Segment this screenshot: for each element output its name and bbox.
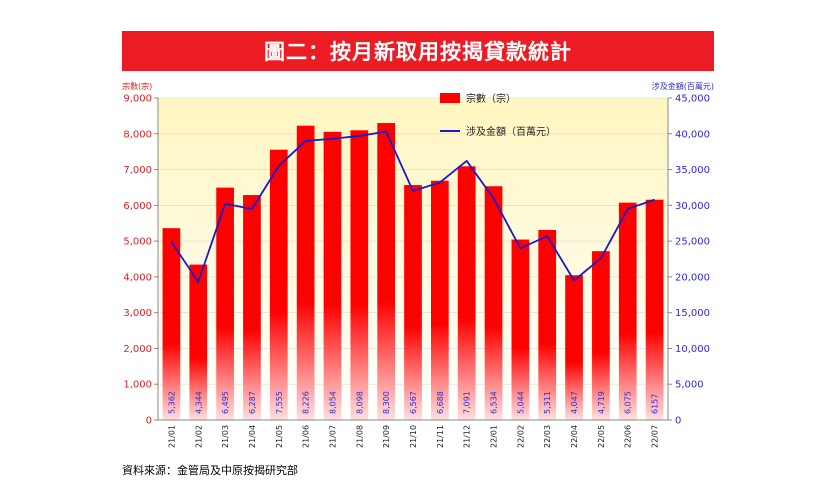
x-tick-label: 22/05 [597, 425, 606, 448]
bar-22/02 [511, 239, 530, 420]
right-tick-label: 30,000 [675, 201, 710, 212]
legend-line-label: 涉及金額（百萬元） [466, 125, 556, 138]
bar-value-label: 7,091 [463, 391, 472, 414]
left-tick-label: 3,000 [123, 308, 152, 319]
x-tick-label: 21/06 [302, 425, 311, 448]
x-tick-label: 21/02 [194, 425, 203, 448]
bar-21/02 [189, 264, 208, 420]
bar-value-label: 4,047 [570, 391, 579, 414]
bar-21/07 [323, 131, 342, 421]
right-tick-label: 35,000 [675, 165, 710, 176]
left-tick-label: 4,000 [123, 272, 152, 283]
x-tick-label: 21/10 [409, 425, 418, 448]
x-tick-label: 22/06 [624, 425, 633, 448]
x-tick-label: 22/01 [490, 425, 499, 448]
x-tick-label: 21/04 [248, 425, 257, 448]
bar-value-label: 6,688 [436, 391, 445, 414]
x-tick-label: 22/04 [570, 425, 579, 448]
right-tick-label: 45,000 [675, 94, 710, 105]
bar-value-label: 8,098 [355, 391, 364, 414]
left-tick-label: 2,000 [123, 344, 152, 355]
bar-21/05 [269, 149, 288, 420]
bar-value-label: 8,226 [302, 391, 311, 414]
bar-value-label: 8,054 [328, 391, 337, 414]
bar-21/03 [216, 187, 234, 420]
bar-21/12 [457, 166, 476, 420]
left-tick-label: 5,000 [123, 237, 152, 248]
x-tick-label: 22/02 [516, 425, 525, 448]
bar-value-label: 4,719 [597, 391, 606, 414]
bar-value-label: 7,555 [275, 391, 284, 414]
bar-21/09 [377, 123, 396, 421]
chart-title-text: 圖二：按月新取用按揭貸款統計 [264, 40, 572, 64]
bar-value-label: 5,311 [543, 391, 552, 414]
bar-value-label: 5,362 [167, 391, 176, 414]
bar-value-label: 6157 [651, 394, 660, 414]
bar-21/11 [430, 180, 449, 420]
left-tick-label: 6,000 [123, 201, 152, 212]
bar-value-label: 6,495 [221, 391, 230, 414]
x-tick-label: 21/08 [355, 425, 364, 448]
x-tick-label: 21/11 [436, 425, 445, 448]
right-tick-label: 0 [675, 416, 681, 427]
source-note: 資料來源：金管局及中原按揭研究部 [122, 464, 298, 477]
bar-22/01 [484, 186, 503, 420]
bar-21/04 [243, 195, 261, 420]
left-tick-label: 0 [146, 416, 152, 427]
chart-title: 圖二：按月新取用按揭貸款統計 [122, 31, 714, 71]
x-tick-label: 21/03 [221, 425, 230, 448]
x-tick-label: 21/05 [275, 425, 284, 448]
legend-bar-label: 宗數（宗） [466, 92, 516, 105]
bar-21/01 [162, 228, 181, 420]
bar-value-label: 5,044 [516, 391, 525, 414]
x-tick-label: 21/09 [382, 425, 391, 448]
bar-22/05 [592, 251, 610, 420]
x-tick-label: 22/07 [651, 425, 660, 448]
right-tick-label: 40,000 [675, 129, 710, 140]
right-tick-label: 5,000 [675, 380, 704, 391]
right-axis-title: 涉及金額(百萬元) [652, 81, 714, 91]
bar-21/08 [350, 130, 369, 421]
legend-bar-swatch [440, 93, 460, 103]
right-tick-label: 10,000 [675, 344, 710, 355]
bar-22/04 [565, 275, 583, 420]
bar-value-label: 4,344 [194, 391, 203, 414]
left-tick-label: 8,000 [123, 129, 152, 140]
x-tick-label: 21/01 [167, 425, 176, 448]
bar-value-label: 6,534 [490, 391, 499, 414]
right-tick-label: 20,000 [675, 272, 710, 283]
right-tick-label: 25,000 [675, 237, 710, 248]
left-tick-label: 1,000 [123, 380, 152, 391]
bar-value-label: 8,300 [382, 391, 391, 414]
right-tick-label: 15,000 [675, 308, 710, 319]
bar-22/06 [618, 202, 637, 420]
bar-22/07 [645, 199, 664, 420]
bar-value-label: 6,567 [409, 391, 418, 414]
x-tick-label: 21/12 [463, 425, 472, 448]
bar-value-label: 6,287 [248, 391, 257, 414]
left-tick-label: 9,000 [123, 94, 152, 105]
bar-value-label: 6,075 [624, 391, 633, 414]
left-axis-title: 宗數(宗) [122, 81, 152, 91]
bar-21/10 [404, 185, 422, 420]
x-tick-label: 21/07 [328, 425, 337, 448]
left-tick-label: 7,000 [123, 165, 152, 176]
bar-21/06 [296, 125, 315, 420]
x-tick-label: 22/03 [543, 425, 552, 448]
bar-22/03 [538, 229, 557, 420]
